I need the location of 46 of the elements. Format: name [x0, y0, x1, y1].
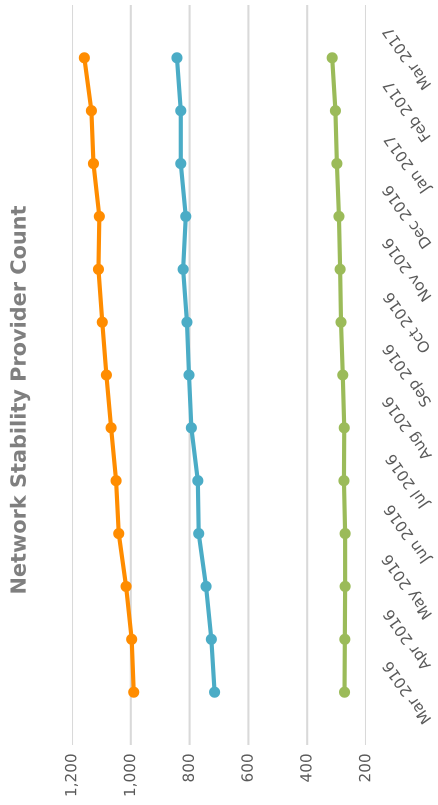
point — [106, 422, 117, 434]
point — [113, 528, 124, 540]
point — [78, 52, 90, 64]
point — [193, 528, 204, 540]
point — [326, 52, 338, 64]
x-tick-label: 200 — [358, 754, 370, 782]
point — [331, 158, 342, 170]
point — [334, 264, 346, 275]
point — [88, 158, 100, 170]
x-tick-label: 1,200 — [64, 754, 78, 796]
point — [180, 210, 192, 222]
point — [171, 52, 183, 64]
point — [340, 528, 351, 540]
point — [338, 422, 350, 434]
point — [175, 105, 186, 116]
point — [181, 316, 193, 328]
point — [337, 369, 348, 381]
point — [96, 316, 108, 328]
point — [339, 634, 350, 645]
point — [100, 369, 112, 381]
point — [192, 475, 204, 486]
point — [120, 580, 132, 592]
x-tick-label: 1,000 — [124, 754, 137, 796]
point — [128, 686, 140, 698]
x-tick-label: 400 — [300, 754, 312, 782]
point — [175, 158, 186, 170]
point — [333, 210, 345, 222]
point — [338, 475, 350, 486]
point — [94, 210, 105, 222]
point — [186, 422, 197, 434]
point — [178, 264, 189, 275]
point — [183, 369, 195, 381]
point — [110, 475, 122, 486]
point — [335, 316, 347, 328]
x-tick-label: 600 — [241, 754, 253, 782]
point — [209, 686, 220, 698]
x-tick-label: 800 — [182, 754, 194, 782]
point — [86, 105, 97, 116]
point — [92, 264, 104, 275]
point — [200, 580, 212, 592]
point — [126, 634, 138, 645]
point — [340, 580, 351, 592]
point — [330, 105, 341, 116]
text: Network Stability Provider Count — [10, 206, 30, 593]
point — [206, 634, 217, 645]
point — [338, 686, 350, 698]
